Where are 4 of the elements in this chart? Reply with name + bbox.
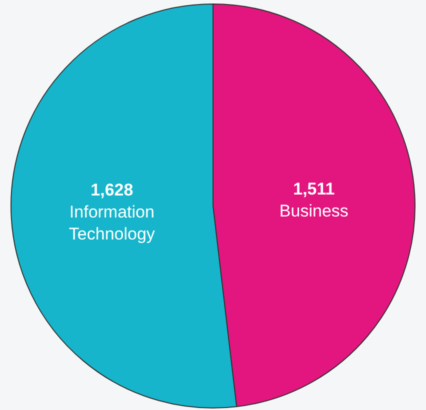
- data-label: 1,628: [90, 180, 134, 200]
- slice-label: Information Technology: [68, 202, 156, 244]
- data-label: 1,511: [293, 180, 335, 199]
- slice-label: Business: [279, 202, 348, 221]
